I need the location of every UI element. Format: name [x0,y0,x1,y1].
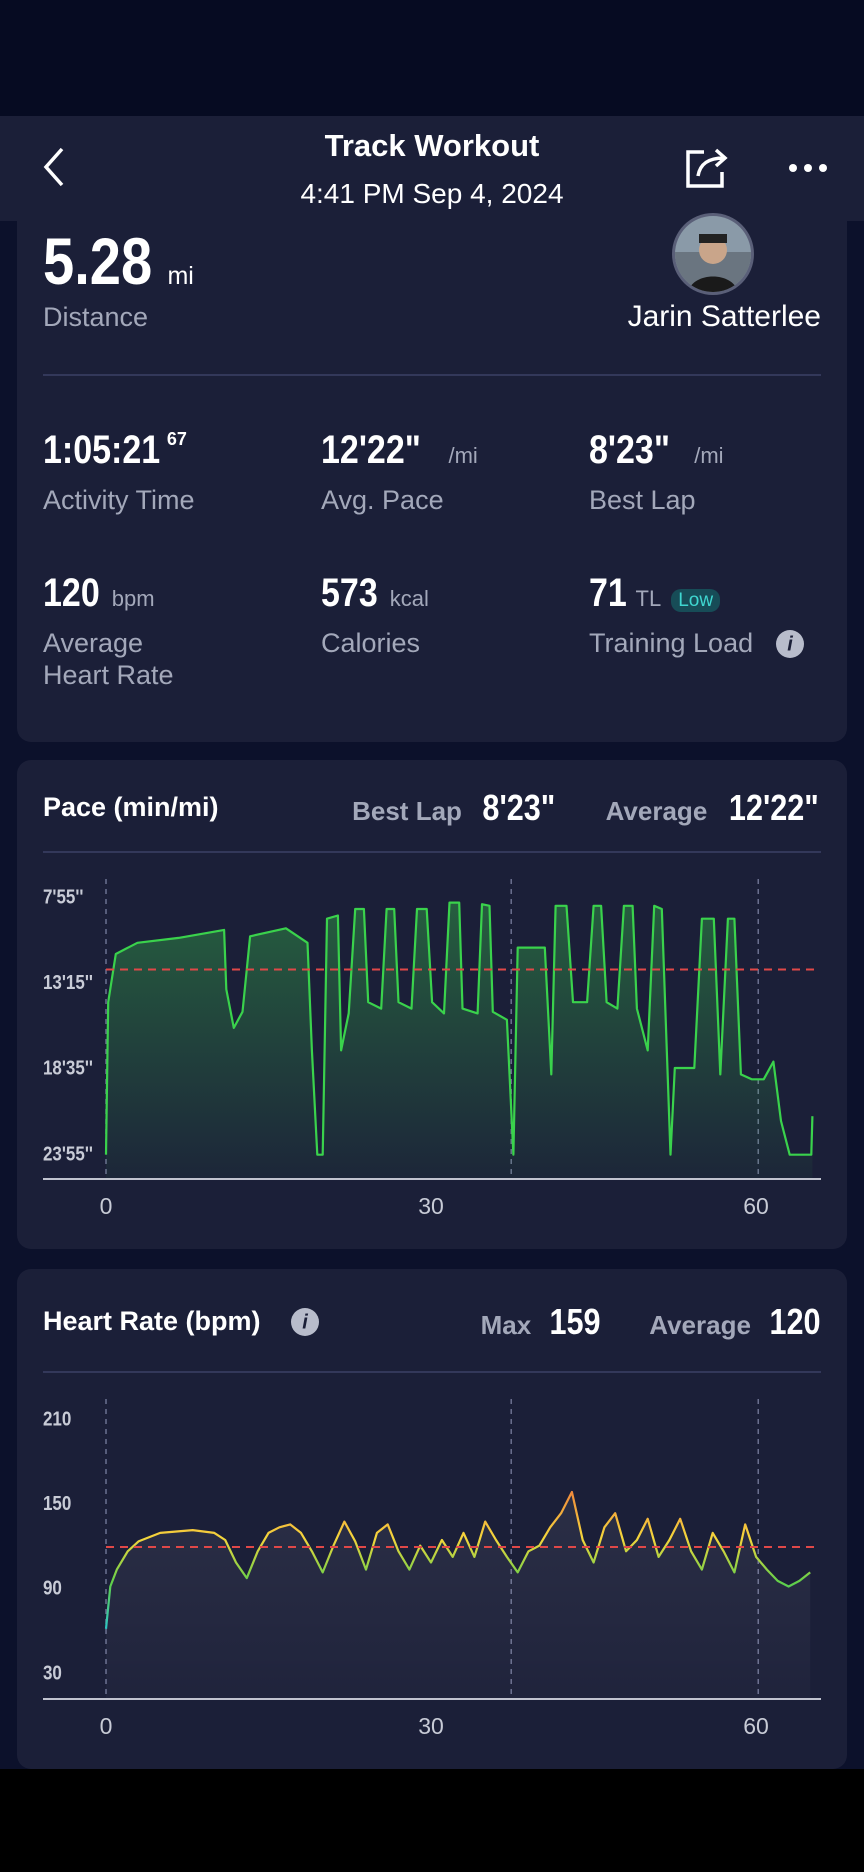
stat-name: Max [480,1310,532,1340]
stat-value: 12'22" /mi [321,430,478,470]
stat-number: 8'23" [589,428,670,472]
stat-label: Calories [321,628,421,658]
stat-number: 573 [321,571,378,615]
stat-label: Best Lap [589,485,696,515]
hr-card [17,1269,847,1769]
svg-text:i: i [787,633,793,655]
stat-name: Average [649,1310,751,1340]
stat-value: 120 bpm [43,573,155,613]
stat-value: 1:05:21 67 [43,430,187,470]
header-bar [0,116,864,221]
divider [43,851,821,853]
stat-value: 8'23" [482,787,556,828]
stat-number: 71 [589,571,627,615]
back-button[interactable] [38,145,70,189]
stat-value: 120 [769,1301,821,1342]
stat-unit: kcal [389,586,429,611]
stat-sup: 67 [166,429,187,449]
divider [43,374,821,376]
stat-unit: /mi [694,443,724,468]
header-title: Track Workout [324,128,540,163]
distance: 5.28 mi [43,228,194,294]
chart-stats: Best Lap 8'23" Average 12'22" [352,790,821,826]
chart-title: Pace (min/mi) [43,792,219,822]
stat-number: 12'22" [321,428,421,472]
stat-badge: Low [671,589,721,612]
divider [43,1371,821,1373]
info-icon[interactable]: i [290,1307,320,1337]
stat-name: Best Lap [352,796,462,826]
distance-value: 5.28 [43,224,153,298]
header-subtitle: 4:41 PM Sep 4, 2024 [300,178,564,209]
stat-unit: TL [635,586,662,611]
info-icon[interactable]: i [775,629,805,659]
stat-value: 573 kcal [321,573,429,613]
distance-unit: mi [167,262,194,290]
stat-name: Average [605,796,708,826]
status-bar [0,0,864,116]
stat-number: 1:05:21 [43,428,161,472]
stat-label: Training Load [589,628,754,658]
stat-label: Avg. Pace [321,485,444,515]
stat-value: 159 [549,1301,601,1342]
stat-label: Average Heart Rate [43,628,174,691]
stat-number: 120 [43,571,100,615]
stat-value: 8'23" /mi [589,430,724,470]
chart-stats: Max 159 Average 120 [481,1304,821,1340]
stat-value: 12'22" [729,787,820,828]
stat-unit: bpm [111,586,155,611]
stat-label: Activity Time [43,485,195,515]
avatar[interactable] [671,212,755,296]
nav-bar [0,1769,864,1872]
pace-card [17,760,847,1249]
distance-label: Distance [43,302,149,332]
svg-text:i: i [302,1311,308,1333]
stat-value: 71 TL Low [589,571,721,615]
athlete-name: Jarin Satterlee [627,300,821,333]
stat-unit: /mi [448,443,478,468]
more-button[interactable] [786,156,832,180]
chart-title: Heart Rate (bpm) [43,1306,261,1336]
share-button[interactable] [684,146,732,190]
